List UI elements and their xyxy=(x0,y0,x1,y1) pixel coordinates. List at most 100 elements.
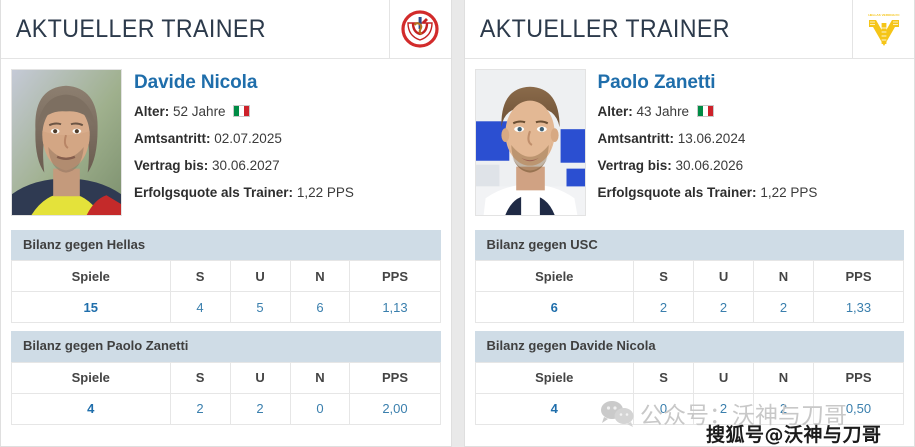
card-body: Davide Nicola Alter: 52 Jahre Amtsantrit… xyxy=(1,59,451,216)
column-header-spiele: Spiele xyxy=(11,361,171,394)
balance-table-1: Bilanz gegen USC Spiele S U N PPS 6 xyxy=(474,230,905,324)
balance-caption: Bilanz gegen Hellas xyxy=(11,230,441,261)
table-header-row: Spiele S U N PPS xyxy=(474,361,905,394)
balance-tables: Bilanz gegen USC Spiele S U N PPS 6 xyxy=(465,216,915,435)
cell-pps: 2,00 xyxy=(349,392,441,425)
column-header-pps: PPS xyxy=(812,260,905,293)
coach-name[interactable]: Davide Nicola xyxy=(134,72,258,93)
cell-spiele[interactable]: 4 xyxy=(11,392,171,425)
coach-portrait-image xyxy=(12,70,121,215)
club-crest-container[interactable] xyxy=(388,0,451,58)
column-header-n: N xyxy=(289,260,351,293)
column-header-u: U xyxy=(693,260,754,293)
coach-info: Davide Nicola Alter: 52 Jahre Amtsantrit… xyxy=(134,69,441,211)
info-row-alter: Alter: 52 Jahre xyxy=(134,104,441,121)
info-row-alter: Alter: 43 Jahre xyxy=(598,104,905,121)
info-row-vertrag-bis: Vertrag bis: 30.06.2026 xyxy=(598,158,905,175)
table-row: 15 4 5 6 1,13 xyxy=(11,291,441,324)
column-header-s: S xyxy=(633,260,695,293)
info-row-amtsantritt: Amtsantritt: 02.07.2025 xyxy=(134,131,441,148)
cell-u: 5 xyxy=(229,291,291,324)
column-header-u: U xyxy=(229,361,291,394)
balance-tables: Bilanz gegen Hellas Spiele S U N PPS xyxy=(1,216,451,435)
page-title: AKTUELLER TRAINER xyxy=(15,14,266,43)
hellas-verona-crest: HELLAS VERONA FC xyxy=(868,13,900,46)
table-row: 6 2 2 2 1,33 xyxy=(474,291,905,324)
info-label: Erfolgsquote als Trainer: xyxy=(597,184,757,200)
cell-pps: 1,33 xyxy=(812,291,905,324)
cell-u: 2 xyxy=(693,291,754,324)
card-body: Paolo Zanetti Alter: 43 Jahre Amtsantrit… xyxy=(465,59,915,216)
cell-pps: 1,13 xyxy=(349,291,441,324)
info-value: 1,22 PPS xyxy=(760,184,818,200)
column-header-u: U xyxy=(229,260,291,293)
column-header-s: S xyxy=(633,361,695,394)
column-header-n: N xyxy=(289,361,351,394)
club-crest-container[interactable]: HELLAS VERONA FC xyxy=(852,0,914,58)
balance-table: Spiele S U N PPS 4 2 2 0 2 xyxy=(11,361,441,425)
info-row-erfolgsquote: Erfolgsquote als Trainer: 1,22 PPS xyxy=(598,185,905,202)
column-header-n: N xyxy=(753,260,814,293)
info-value: 1,22 PPS xyxy=(296,184,354,200)
page-title: AKTUELLER TRAINER xyxy=(479,14,730,43)
coach-photo-davide-nicola xyxy=(11,69,122,216)
balance-caption: Bilanz gegen Davide Nicola xyxy=(474,331,904,362)
table-header-row: Spiele S U N PPS xyxy=(11,260,441,293)
info-value: 43 Jahre xyxy=(636,103,690,119)
table-header-row: Spiele S U N PPS xyxy=(11,361,441,394)
column-header-n: N xyxy=(753,361,814,394)
info-value: 30.06.2027 xyxy=(212,157,280,173)
info-row-erfolgsquote: Erfolgsquote als Trainer: 1,22 PPS xyxy=(134,185,441,202)
cell-n: 2 xyxy=(753,392,814,425)
cell-n: 6 xyxy=(289,291,351,324)
balance-table-2: Bilanz gegen Davide Nicola Spiele S U N … xyxy=(474,331,905,425)
balance-table: Spiele S U N PPS 4 0 2 2 0 xyxy=(474,361,905,425)
card-header: AKTUELLER TRAINER xyxy=(1,0,451,59)
cell-s: 2 xyxy=(169,392,231,425)
balance-table: Spiele S U N PPS 15 4 5 6 xyxy=(11,260,441,324)
table-row: 4 2 2 0 2,00 xyxy=(11,392,441,425)
column-header-spiele: Spiele xyxy=(474,260,635,293)
italy-flag-icon xyxy=(233,104,251,117)
info-label: Alter: xyxy=(597,103,633,119)
info-label: Amtsantritt: xyxy=(134,130,211,146)
coach-portrait-image xyxy=(475,70,585,215)
balance-caption: Bilanz gegen USC xyxy=(474,230,904,261)
info-label: Amtsantritt: xyxy=(597,130,675,146)
info-label: Alter: xyxy=(134,103,170,119)
cell-s: 0 xyxy=(633,392,695,425)
cell-u: 2 xyxy=(229,392,291,425)
column-header-spiele: Spiele xyxy=(11,260,171,293)
coach-name[interactable]: Paolo Zanetti xyxy=(597,72,716,93)
info-row-vertrag-bis: Vertrag bis: 30.06.2027 xyxy=(134,158,441,175)
cell-spiele[interactable]: 6 xyxy=(474,291,635,324)
column-header-s: S xyxy=(169,260,231,293)
balance-table-2: Bilanz gegen Paolo Zanetti Spiele S U N … xyxy=(11,331,441,425)
cell-u: 2 xyxy=(693,392,754,425)
coach-info: Paolo Zanetti Alter: 43 Jahre Amtsantrit… xyxy=(598,69,905,211)
svg-text:HELLAS VERONA FC: HELLAS VERONA FC xyxy=(868,13,900,17)
column-header-pps: PPS xyxy=(812,361,905,394)
cell-spiele[interactable]: 4 xyxy=(474,392,635,425)
card-header: AKTUELLER TRAINER HELLAS VERONA FC xyxy=(464,0,914,59)
column-header-pps: PPS xyxy=(349,260,441,293)
cell-pps: 0,50 xyxy=(812,392,905,425)
info-value: 52 Jahre xyxy=(173,103,226,119)
info-value: 30.06.2026 xyxy=(675,157,744,173)
table-header-row: Spiele S U N PPS xyxy=(474,260,905,293)
info-value: 02.07.2025 xyxy=(214,130,282,146)
info-value: 13.06.2024 xyxy=(677,130,746,146)
column-header-spiele: Spiele xyxy=(474,361,635,394)
info-label: Erfolgsquote als Trainer: xyxy=(134,184,294,200)
cell-s: 4 xyxy=(169,291,231,324)
balance-caption: Bilanz gegen Paolo Zanetti xyxy=(11,331,441,362)
cell-spiele[interactable]: 15 xyxy=(11,291,171,324)
balance-table-1: Bilanz gegen Hellas Spiele S U N PPS xyxy=(11,230,441,324)
trainer-card-left: AKTUELLER TRAINER xyxy=(0,0,452,447)
cell-s: 2 xyxy=(633,291,695,324)
info-label: Vertrag bis: xyxy=(597,157,672,173)
balance-table: Spiele S U N PPS 6 2 2 2 1 xyxy=(474,260,905,324)
column-header-u: U xyxy=(693,361,754,394)
coach-photo-paolo-zanetti xyxy=(474,69,586,216)
